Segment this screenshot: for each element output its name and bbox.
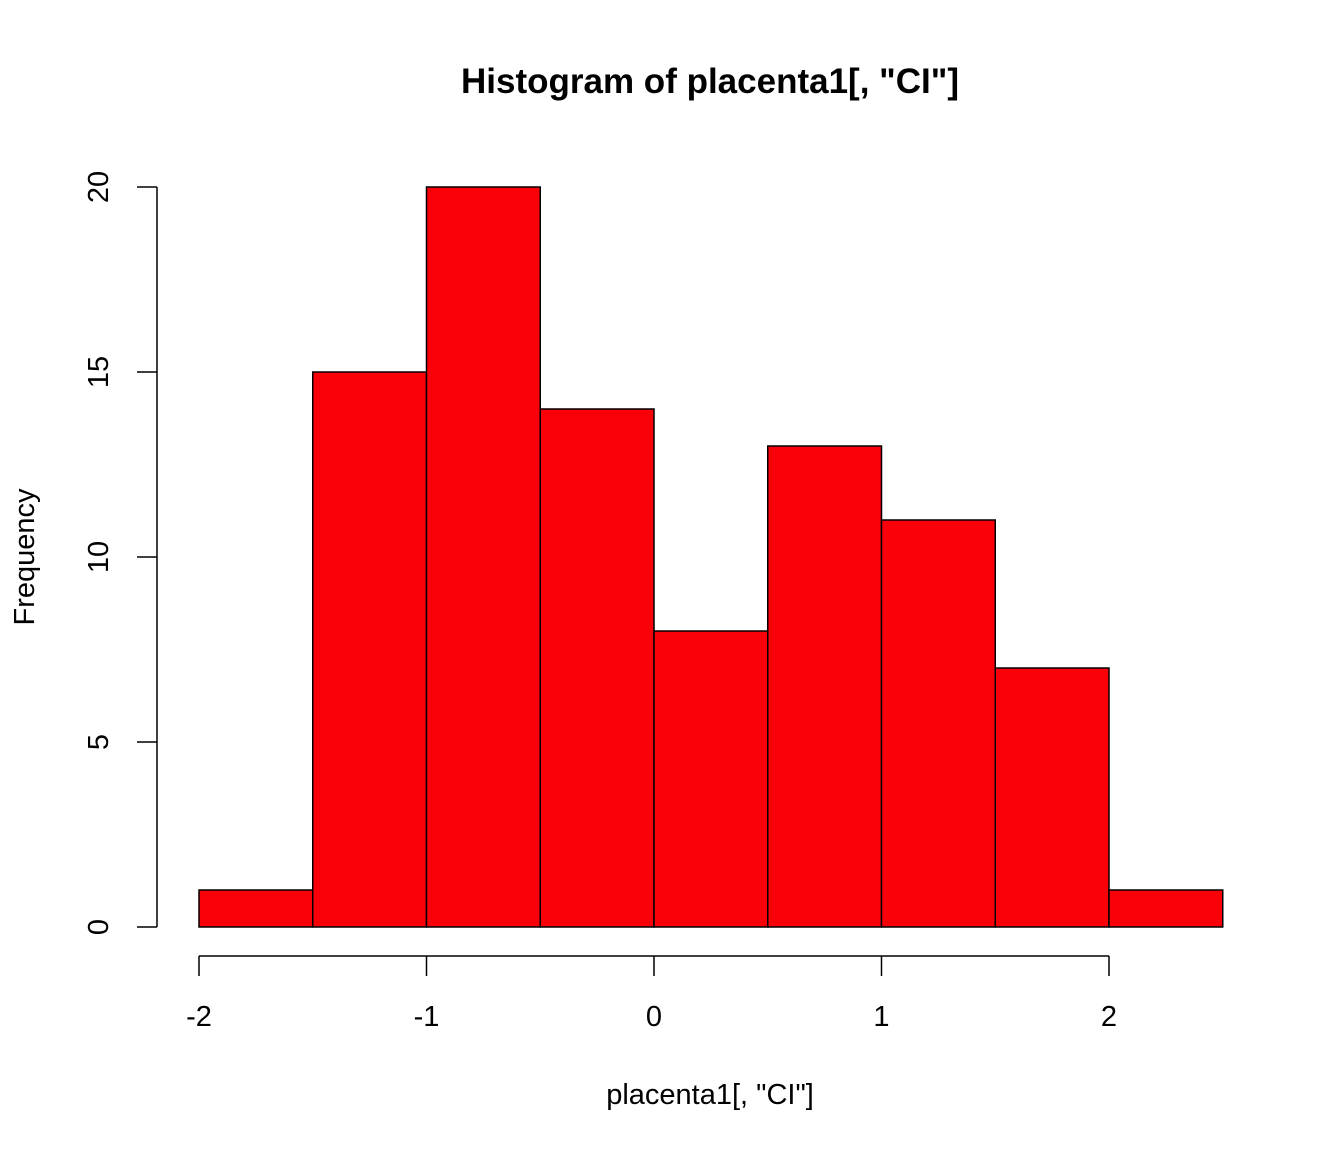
- x-tick-label: 1: [873, 1001, 889, 1033]
- histogram-bar: [880, 519, 996, 928]
- histogram-bar: [653, 630, 769, 928]
- x-tick-label: -1: [414, 1001, 440, 1033]
- x-tick-label: -2: [186, 1001, 212, 1033]
- histogram-bar: [312, 371, 428, 928]
- y-tick-label: 15: [83, 356, 115, 388]
- x-axis-label: placenta1[, "CI"]: [606, 1079, 814, 1111]
- y-tick-label: 10: [83, 541, 115, 573]
- histogram-bar: [1108, 889, 1224, 928]
- bars-group: [198, 186, 1224, 928]
- histogram-bar: [539, 408, 655, 928]
- chart-title: Histogram of placenta1[, "CI"]: [461, 62, 959, 101]
- histogram-bar: [198, 889, 314, 928]
- y-tick-label: 20: [83, 171, 115, 203]
- y-axis: 0 5 10 15 20: [83, 171, 158, 935]
- histogram-bar: [767, 445, 883, 928]
- y-tick-label: 0: [83, 919, 115, 935]
- y-axis-label: Frequency: [9, 488, 41, 626]
- histogram-bar: [994, 667, 1110, 928]
- x-tick-label: 0: [646, 1001, 662, 1033]
- x-tick-label: 2: [1101, 1001, 1117, 1033]
- x-axis: -2 -1 0 1 2: [186, 955, 1117, 1033]
- y-tick-label: 5: [83, 734, 115, 750]
- histogram-bar: [425, 186, 541, 928]
